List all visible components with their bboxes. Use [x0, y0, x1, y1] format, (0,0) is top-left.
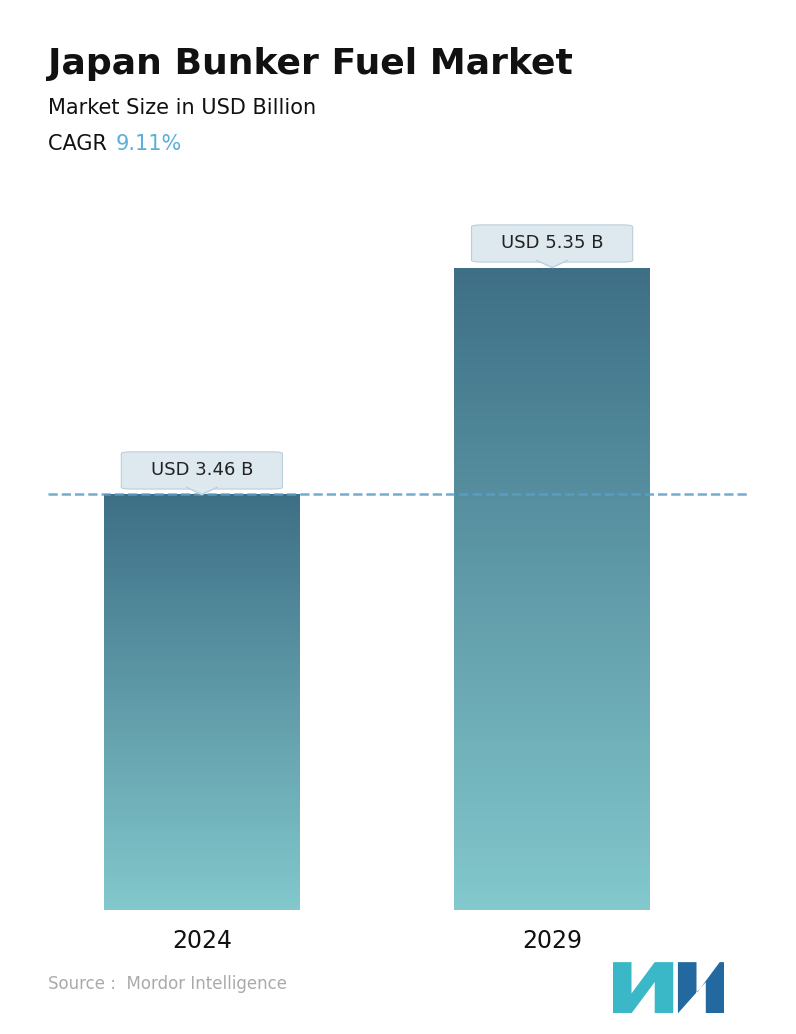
FancyBboxPatch shape	[121, 452, 283, 489]
Text: Market Size in USD Billion: Market Size in USD Billion	[48, 98, 316, 118]
Text: CAGR: CAGR	[48, 134, 113, 154]
Text: USD 5.35 B: USD 5.35 B	[501, 235, 603, 252]
Text: 9.11%: 9.11%	[115, 134, 181, 154]
Text: Japan Bunker Fuel Market: Japan Bunker Fuel Market	[48, 47, 572, 81]
Polygon shape	[613, 962, 673, 1013]
Polygon shape	[537, 261, 568, 268]
Polygon shape	[678, 962, 724, 1013]
Text: Source :  Mordor Intelligence: Source : Mordor Intelligence	[48, 975, 287, 993]
Polygon shape	[186, 487, 217, 494]
FancyBboxPatch shape	[471, 224, 633, 262]
Text: USD 3.46 B: USD 3.46 B	[150, 461, 253, 480]
